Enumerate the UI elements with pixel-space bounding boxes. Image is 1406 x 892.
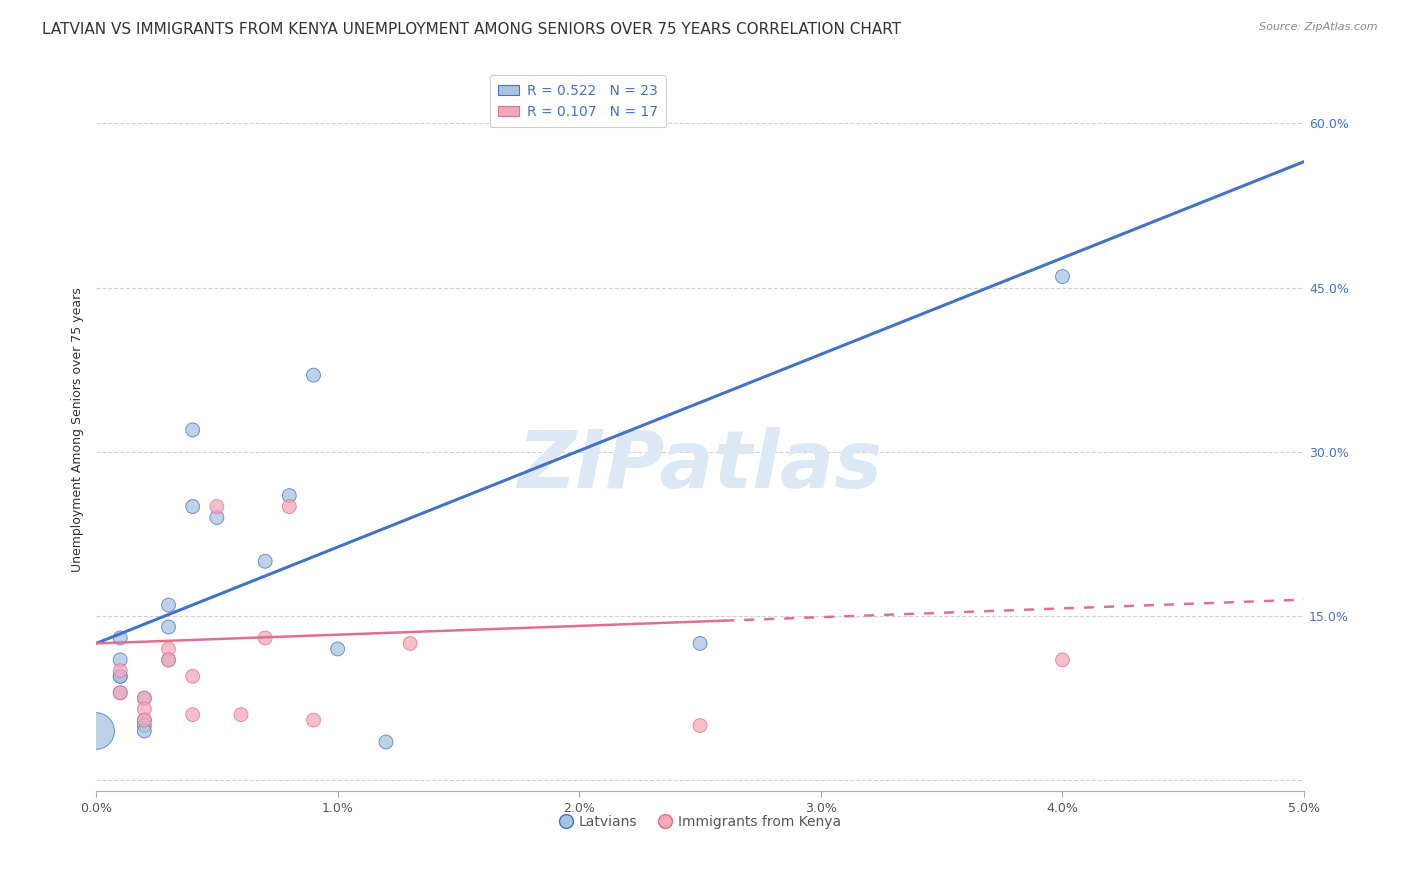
Point: [1052, 269, 1074, 284]
Point: [108, 686, 131, 700]
Point: [157, 653, 180, 667]
Point: [108, 664, 131, 678]
Point: [181, 669, 204, 683]
Point: [375, 735, 398, 749]
Point: [108, 669, 131, 683]
Point: [205, 500, 228, 514]
Point: [254, 554, 277, 568]
Point: [278, 489, 301, 503]
Point: [108, 686, 131, 700]
Point: [302, 368, 325, 383]
Text: Source: ZipAtlas.com: Source: ZipAtlas.com: [1260, 22, 1378, 32]
Point: [399, 636, 422, 650]
Point: [181, 707, 204, 722]
Point: [302, 713, 325, 727]
Point: [205, 510, 228, 524]
Point: [134, 691, 156, 706]
Point: [157, 641, 180, 656]
Point: [134, 713, 156, 727]
Point: [134, 724, 156, 739]
Point: [278, 500, 301, 514]
Point: [134, 718, 156, 732]
Point: [689, 636, 711, 650]
Point: [181, 500, 204, 514]
Point: [108, 653, 131, 667]
Text: ZIPatlas: ZIPatlas: [517, 427, 883, 505]
Y-axis label: Unemployment Among Seniors over 75 years: Unemployment Among Seniors over 75 years: [72, 287, 84, 573]
Point: [157, 620, 180, 634]
Point: [157, 653, 180, 667]
Point: [108, 669, 131, 683]
Point: [326, 641, 349, 656]
Text: LATVIAN VS IMMIGRANTS FROM KENYA UNEMPLOYMENT AMONG SENIORS OVER 75 YEARS CORREL: LATVIAN VS IMMIGRANTS FROM KENYA UNEMPLO…: [42, 22, 901, 37]
Point: [157, 598, 180, 612]
Point: [134, 713, 156, 727]
Point: [181, 423, 204, 437]
Point: [134, 702, 156, 716]
Point: [84, 724, 107, 739]
Point: [229, 707, 252, 722]
Point: [134, 691, 156, 706]
Point: [1052, 653, 1074, 667]
Point: [108, 631, 131, 645]
Point: [689, 718, 711, 732]
Point: [254, 631, 277, 645]
Legend: Latvians, Immigrants from Kenya: Latvians, Immigrants from Kenya: [554, 810, 846, 835]
